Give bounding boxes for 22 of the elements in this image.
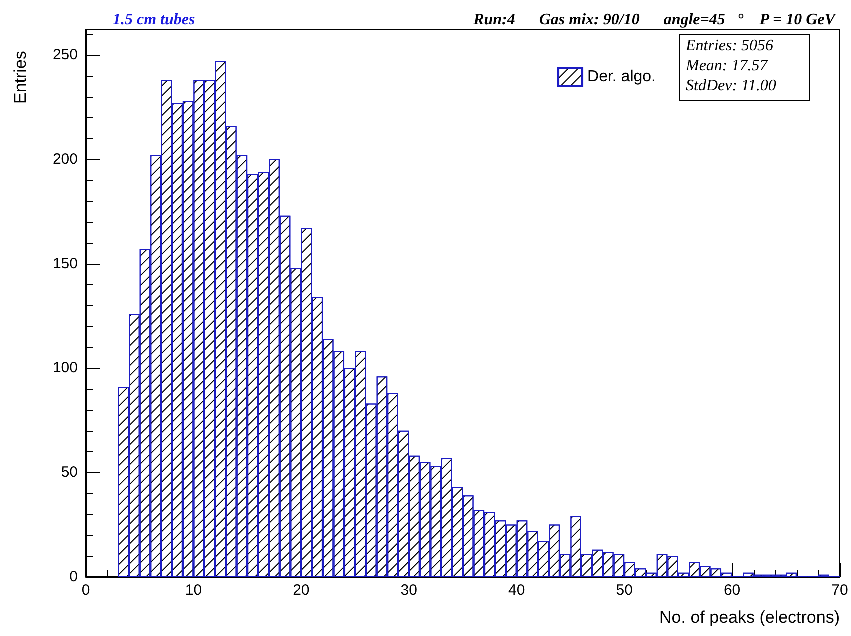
y-tick-label: 250 — [52, 46, 78, 64]
y-tick-label: 50 — [61, 464, 78, 482]
annotation: StdDev: 11.00 — [686, 78, 776, 94]
y-axis-title: Entries — [11, 51, 30, 104]
x-tick-label: 20 — [293, 582, 310, 599]
legend-label: Der. algo. — [588, 68, 656, 86]
x-tick-label: 50 — [616, 582, 633, 599]
y-tick-label: 150 — [52, 255, 78, 272]
y-tick-label: 100 — [52, 360, 78, 377]
x-axis-title: No. of peaks (electrons) — [660, 608, 840, 627]
annotation: Mean: 17.57 — [685, 58, 769, 74]
x-tick-label: 0 — [82, 582, 90, 599]
x-tick-label: 60 — [724, 582, 741, 599]
chart-subtitle: Run:4 Gas mix: 90/10 angle=45 ° P = 10 GeV — [472, 12, 837, 28]
chart-title: 1.5 cm tubes — [113, 12, 196, 28]
x-tick-label: 40 — [508, 582, 526, 599]
y-tick-label: 0 — [70, 568, 78, 586]
x-tick-label: 70 — [832, 582, 848, 599]
annotation: Entries: 5056 — [685, 38, 774, 54]
y-tick-label: 200 — [52, 150, 78, 168]
x-tick-label: 30 — [400, 582, 418, 599]
x-tick-label: 10 — [185, 582, 202, 599]
